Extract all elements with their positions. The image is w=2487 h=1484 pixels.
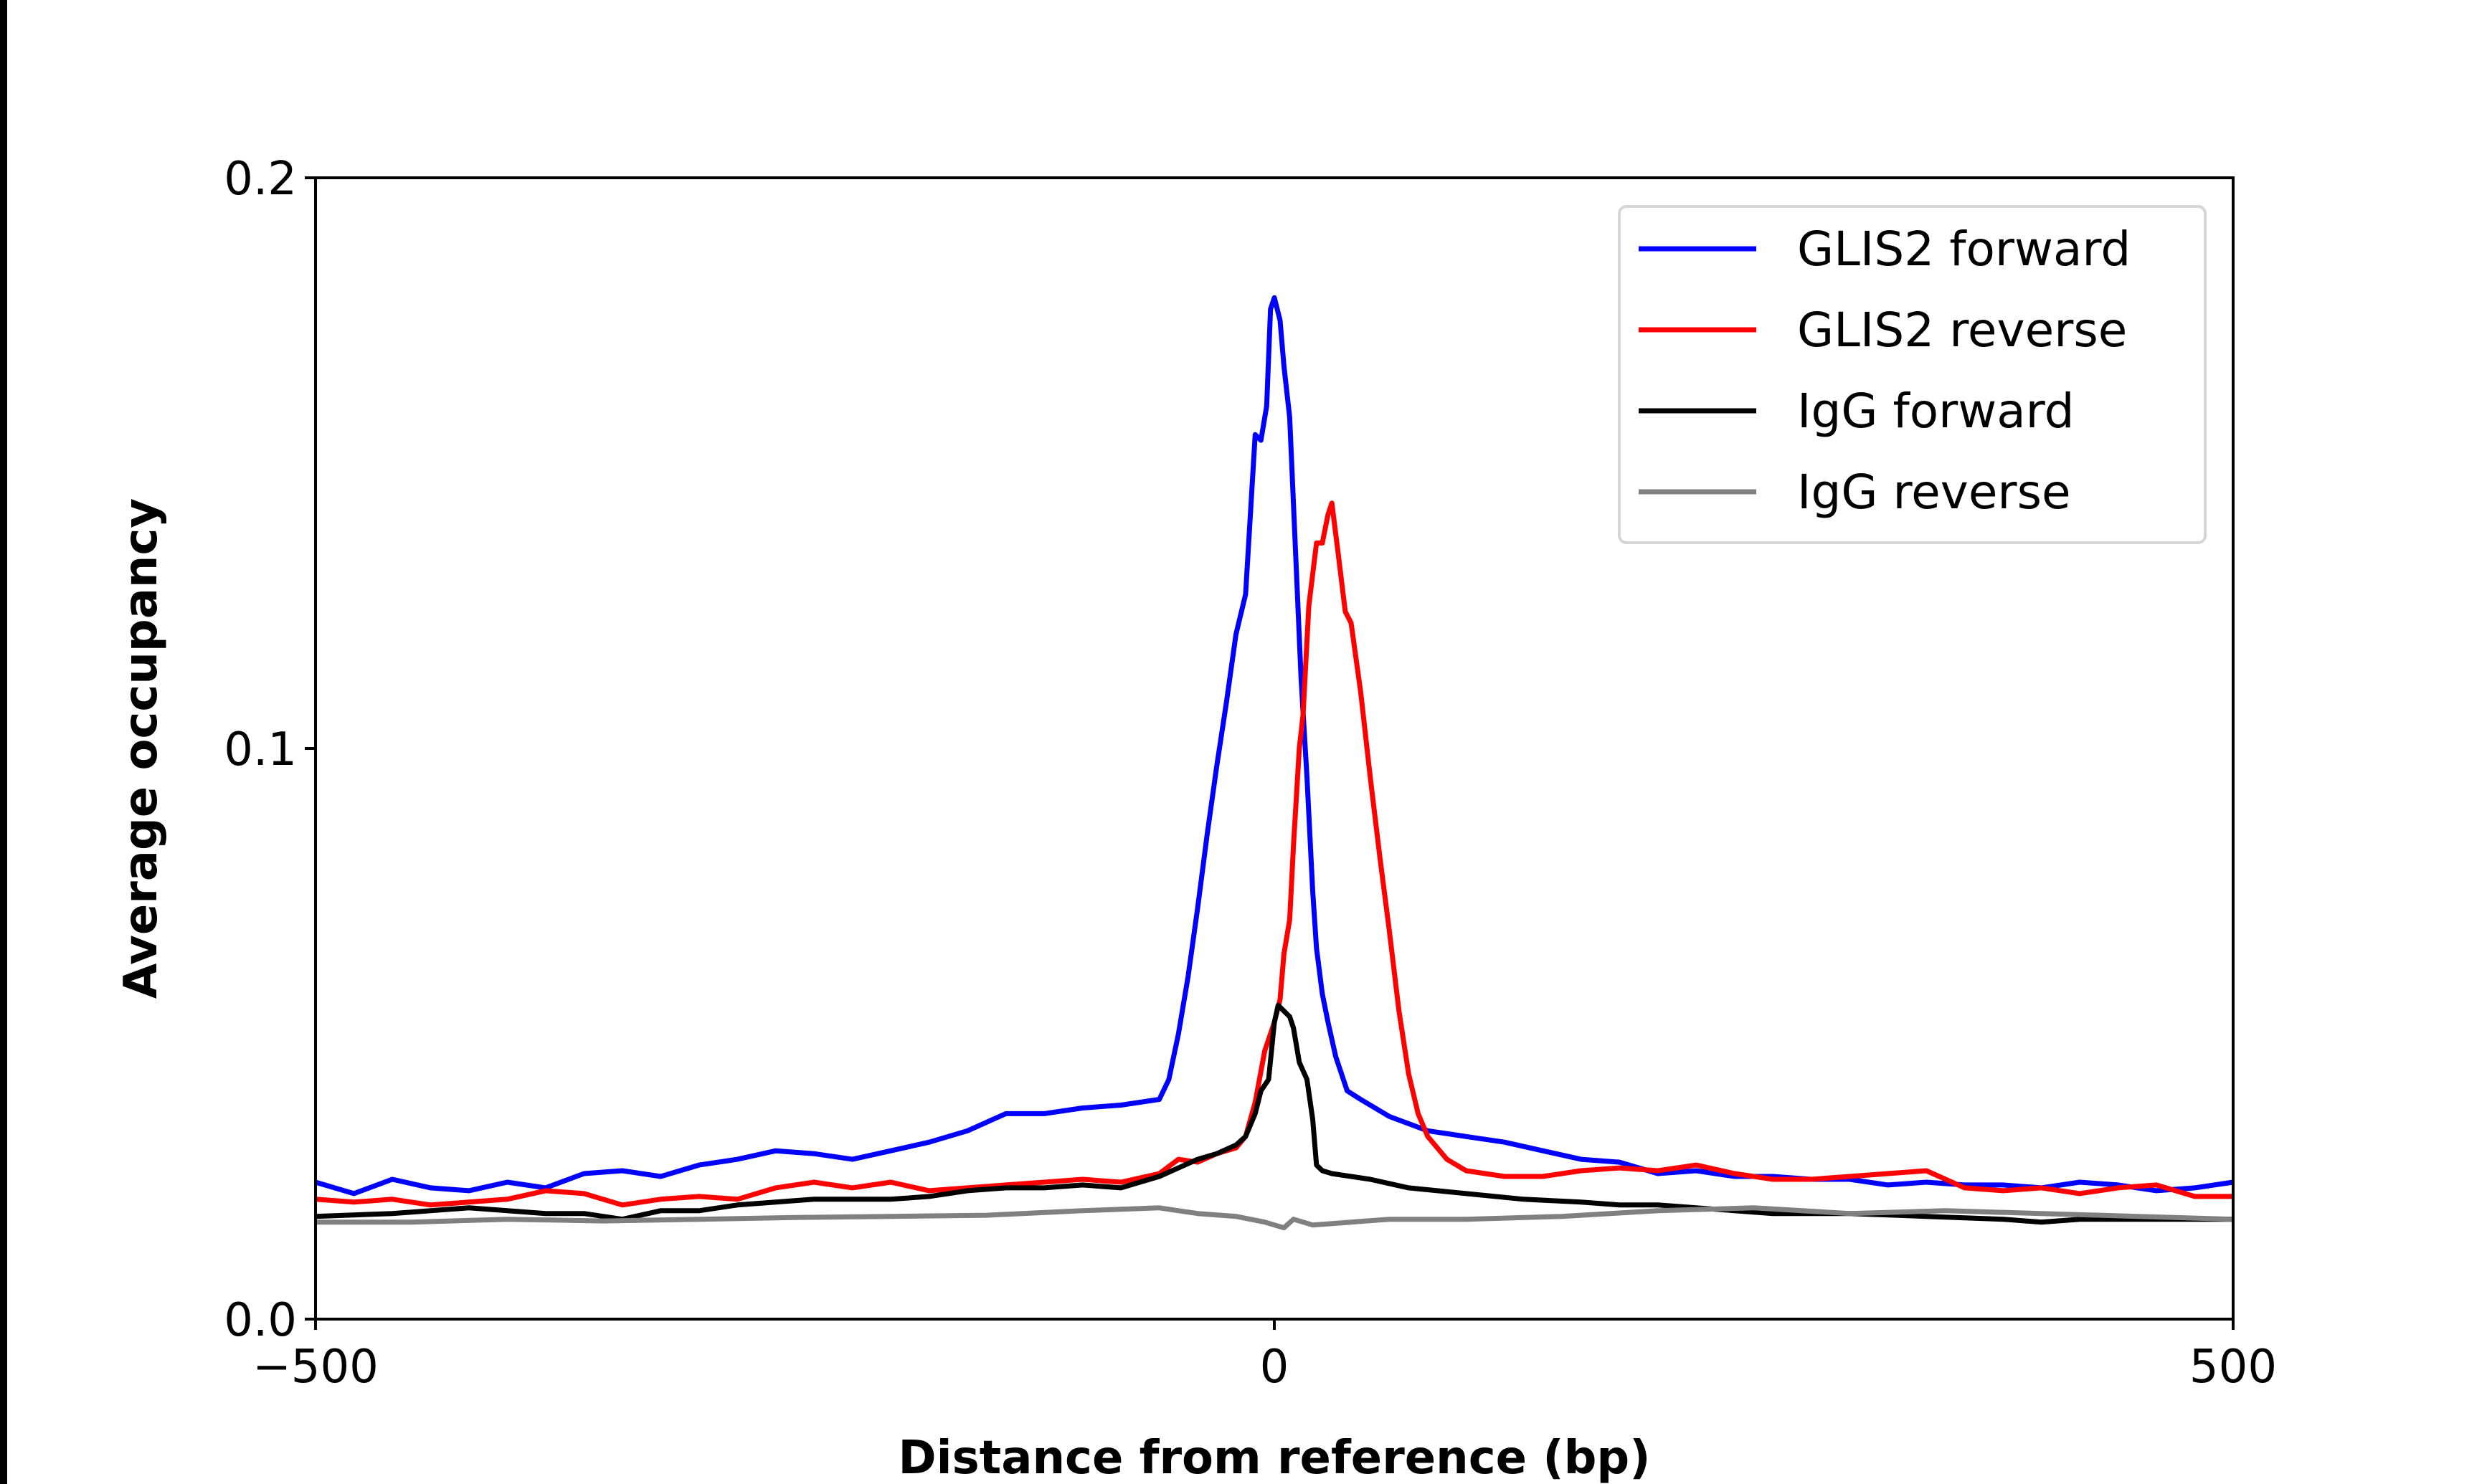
legend: GLIS2 forward GLIS2 reverse IgG forward IgG… (1618, 205, 2207, 544)
legend-label: IgG reverse (1797, 465, 2071, 520)
legend-label: GLIS2 forward (1797, 222, 2131, 277)
y-axis-label: Average occupancy (115, 498, 168, 999)
x-tick-label: 500 (2189, 1341, 2277, 1394)
y-tick-label: 0.0 (224, 1294, 297, 1347)
series-lines (315, 295, 2234, 1231)
legend-box (1618, 205, 2207, 544)
series-line-igg-reverse (316, 1205, 2234, 1231)
x-axis-label: Distance from reference (bp) (899, 1432, 1651, 1484)
y-tick-label: 0.1 (224, 723, 297, 776)
x-tick-label: 0 (1260, 1341, 1289, 1394)
legend-label: GLIS2 reverse (1797, 303, 2127, 358)
series-line-igg-forward (315, 1002, 2233, 1225)
x-tick-label: −500 (252, 1341, 379, 1394)
series-line-glis2-forward (315, 295, 2234, 1197)
y-tick-label: 0.2 (224, 153, 297, 206)
left-border (0, 0, 7, 1484)
axis-ticks: −500 0 500 0.0 0.1 0.2 (224, 153, 2277, 1394)
legend-label: IgG forward (1797, 384, 2075, 439)
series-line-glis2-reverse (315, 500, 2233, 1208)
